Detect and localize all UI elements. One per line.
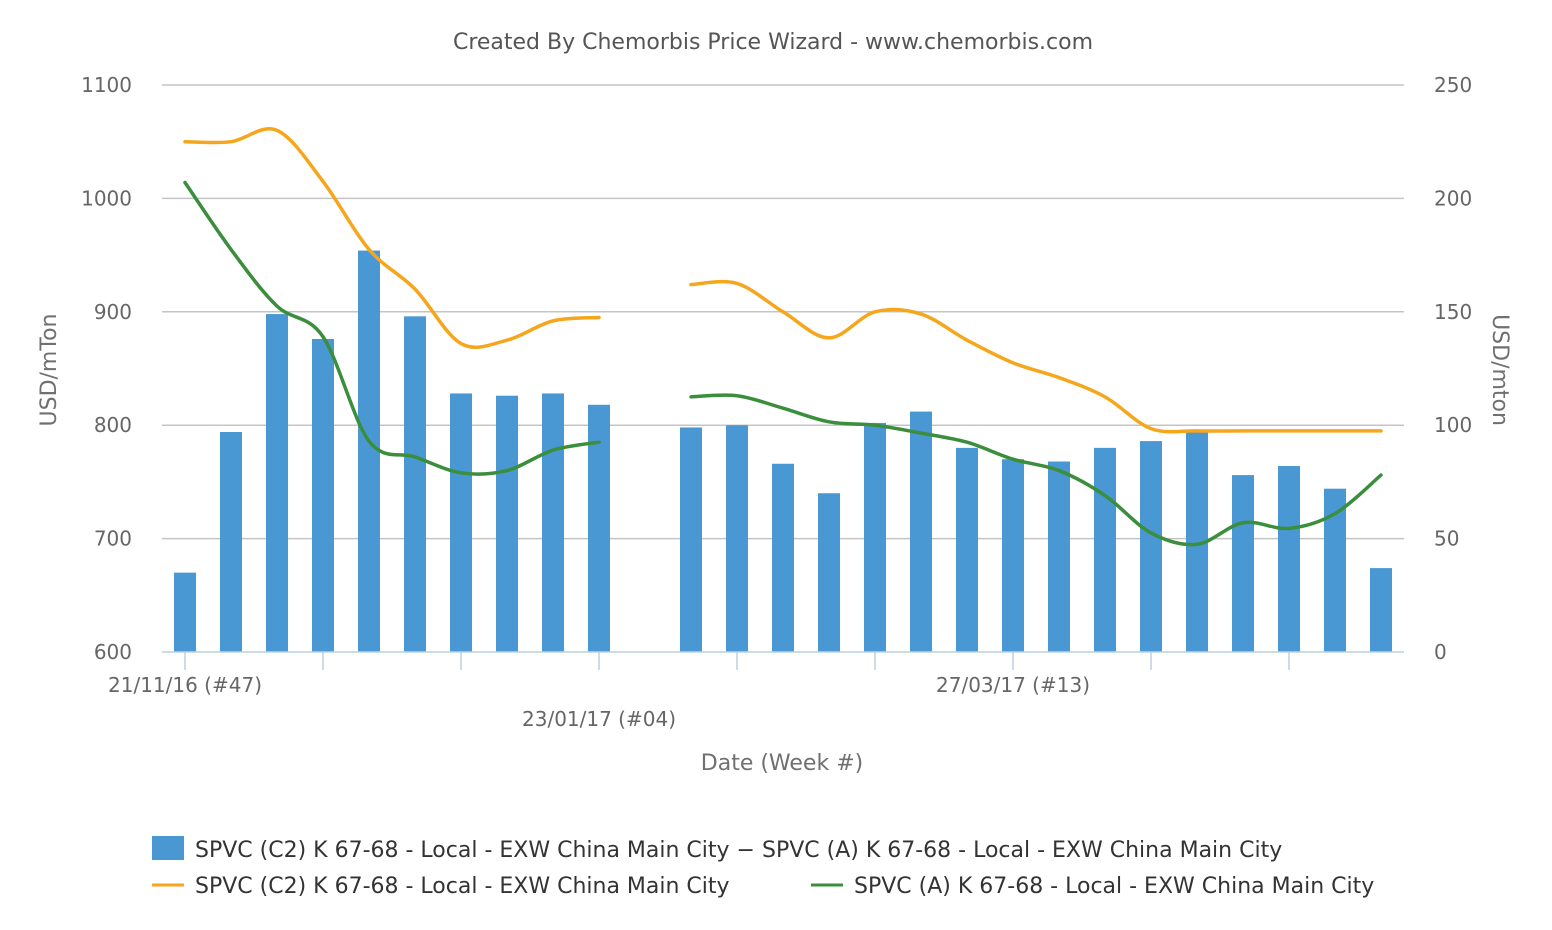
y-axis-left: 1100 1000 900 800 700 600 <box>81 73 132 664</box>
series-line[interactable] <box>183 180 601 476</box>
bar[interactable] <box>818 493 840 652</box>
legend-item-bar[interactable]: SPVC (C2) K 67-68 - Local - EXW China Ma… <box>152 836 1282 863</box>
y-right-tick-label: 150 <box>1434 300 1472 324</box>
series-line[interactable] <box>183 127 601 349</box>
bar[interactable] <box>496 395 518 652</box>
bar[interactable] <box>1324 488 1346 652</box>
bar[interactable] <box>1232 475 1254 652</box>
series-line[interactable] <box>689 393 1383 547</box>
series-line[interactable] <box>689 279 1383 434</box>
y-axis-right-title: USD/mton <box>1487 314 1512 426</box>
legend-bar-swatch <box>152 836 184 860</box>
bar[interactable] <box>1186 429 1208 652</box>
bar[interactable] <box>726 425 748 652</box>
bar[interactable] <box>404 316 426 652</box>
y-right-tick-label: 0 <box>1434 640 1447 664</box>
bar[interactable] <box>956 447 978 652</box>
bar[interactable] <box>220 432 242 652</box>
bar[interactable] <box>1002 459 1024 652</box>
bar[interactable] <box>1278 466 1300 652</box>
legend-c2-label: SPVC (C2) K 67-68 - Local - EXW China Ma… <box>195 874 730 899</box>
legend: SPVC (C2) K 67-68 - Local - EXW China Ma… <box>152 836 1374 899</box>
y-right-tick-label: 200 <box>1434 186 1472 210</box>
bar[interactable] <box>772 463 794 652</box>
bar[interactable] <box>450 393 472 652</box>
x-axis-title: Date (Week #) <box>701 751 863 776</box>
legend-item-a-line[interactable]: SPVC (A) K 67-68 - Local - EXW China Mai… <box>811 874 1374 899</box>
bar[interactable] <box>174 572 196 652</box>
y-axis-left-title: USD/mTon <box>37 314 62 427</box>
legend-item-c2-line[interactable]: SPVC (C2) K 67-68 - Local - EXW China Ma… <box>152 874 730 899</box>
bar[interactable] <box>1048 461 1070 652</box>
bar[interactable] <box>864 422 886 652</box>
bar[interactable] <box>1094 447 1116 652</box>
bar[interactable] <box>1370 568 1392 652</box>
y-axis-right: 250 200 150 100 50 0 <box>1434 73 1472 664</box>
bar[interactable] <box>358 250 380 652</box>
y-left-tick-label: 800 <box>94 413 132 437</box>
x-tick-label: 21/11/16 (#47) <box>108 673 262 697</box>
legend-a-label: SPVC (A) K 67-68 - Local - EXW China Mai… <box>854 874 1374 899</box>
chart-title: Created By Chemorbis Price Wizard - www.… <box>453 30 1093 55</box>
y-left-tick-label: 1100 <box>81 73 132 97</box>
x-tick-label: 27/03/17 (#13) <box>936 673 1090 697</box>
bar[interactable] <box>542 393 564 652</box>
line-series <box>183 127 1383 547</box>
x-tick-label: 23/01/17 (#04) <box>522 707 676 731</box>
bar[interactable] <box>680 427 702 652</box>
bar[interactable] <box>312 339 334 652</box>
y-right-tick-label: 100 <box>1434 413 1472 437</box>
y-left-tick-label: 600 <box>94 640 132 664</box>
bar[interactable] <box>910 411 932 652</box>
y-right-tick-label: 250 <box>1434 73 1472 97</box>
bar[interactable] <box>266 314 288 652</box>
y-left-tick-label: 700 <box>94 527 132 551</box>
legend-bar-label: SPVC (C2) K 67-68 - Local - EXW China Ma… <box>195 838 1282 863</box>
bar[interactable] <box>1140 441 1162 652</box>
x-axis: 21/11/16 (#47) 23/01/17 (#04) 27/03/17 (#1… <box>108 651 1404 731</box>
bar[interactable] <box>588 404 610 652</box>
bar-series <box>174 250 1392 652</box>
y-left-tick-label: 1000 <box>81 186 132 210</box>
y-left-tick-label: 900 <box>94 300 132 324</box>
y-right-tick-label: 50 <box>1434 527 1459 551</box>
